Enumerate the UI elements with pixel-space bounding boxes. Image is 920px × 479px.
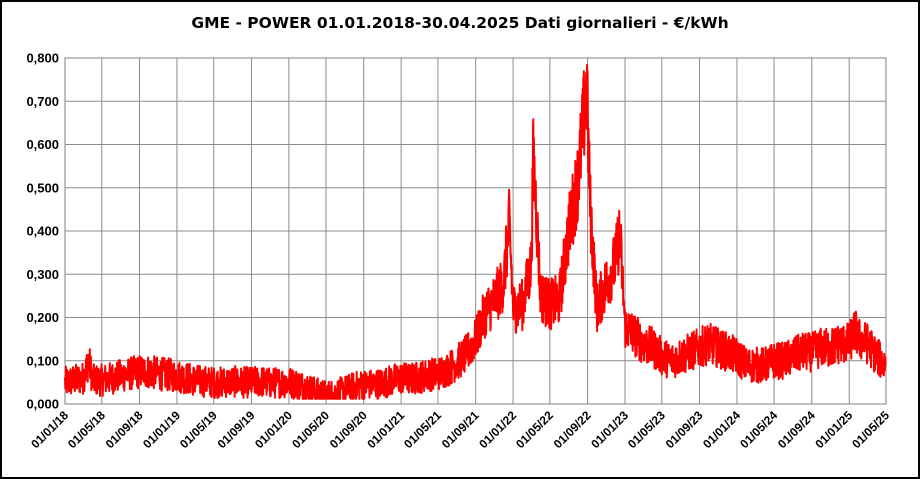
y-axis-tick-labels: 0,000 0,100 0,200 0,300 0,400 0,500 0,600 0,700… — [26, 51, 59, 412]
x-tick-label: 01/05/25 — [849, 408, 892, 451]
x-tick-label: 01/05/18 — [65, 408, 108, 451]
x-tick-label: 01/01/22 — [476, 408, 519, 451]
x-tick-label: 01/01/25 — [812, 408, 855, 451]
plot-area-border — [64, 57, 887, 405]
x-tick-label: 01/09/22 — [551, 408, 594, 451]
y-tick-label: 0,700 — [26, 94, 59, 109]
chart-title: GME - POWER 01.01.2018-30.04.2025 Dati g… — [191, 14, 729, 32]
x-tick-label: 01/05/24 — [737, 408, 780, 451]
y-tick-label: 0,600 — [26, 137, 59, 152]
x-tick-label: 01/05/22 — [513, 408, 556, 451]
x-tick-label: 01/05/19 — [177, 408, 220, 451]
x-tick-label: 01/09/18 — [103, 408, 146, 451]
y-tick-label: 0,500 — [26, 180, 59, 195]
x-tick-label: 01/01/20 — [252, 408, 295, 451]
x-tick-label: 01/09/20 — [327, 408, 370, 451]
x-tick-label: 01/09/19 — [215, 408, 258, 451]
x-tick-label: 01/01/24 — [700, 408, 743, 451]
x-tick-label: 01/09/24 — [775, 408, 818, 451]
x-tick-label: 01/05/23 — [625, 408, 668, 451]
x-tick-label: 01/09/21 — [439, 408, 482, 451]
y-tick-label: 0,800 — [26, 51, 59, 66]
y-tick-label: 0,200 — [26, 310, 59, 325]
x-axis-tick-labels: 01/01/1801/05/1801/09/1801/01/1901/05/19… — [28, 408, 892, 451]
y-tick-label: 0,300 — [26, 267, 59, 282]
y-tick-label: 0,100 — [26, 353, 59, 368]
y-tick-label: 0,400 — [26, 224, 59, 239]
y-tick-label: 0,000 — [26, 397, 59, 412]
x-tick-label: 01/05/21 — [401, 408, 444, 451]
x-tick-label: 01/09/23 — [663, 408, 706, 451]
x-tick-label: 01/01/19 — [140, 408, 183, 451]
x-tick-label: 01/01/18 — [28, 408, 71, 451]
x-tick-label: 01/01/23 — [588, 408, 631, 451]
x-tick-label: 01/01/21 — [364, 408, 407, 451]
x-tick-label: 01/05/20 — [289, 408, 332, 451]
series-line — [64, 64, 887, 400]
